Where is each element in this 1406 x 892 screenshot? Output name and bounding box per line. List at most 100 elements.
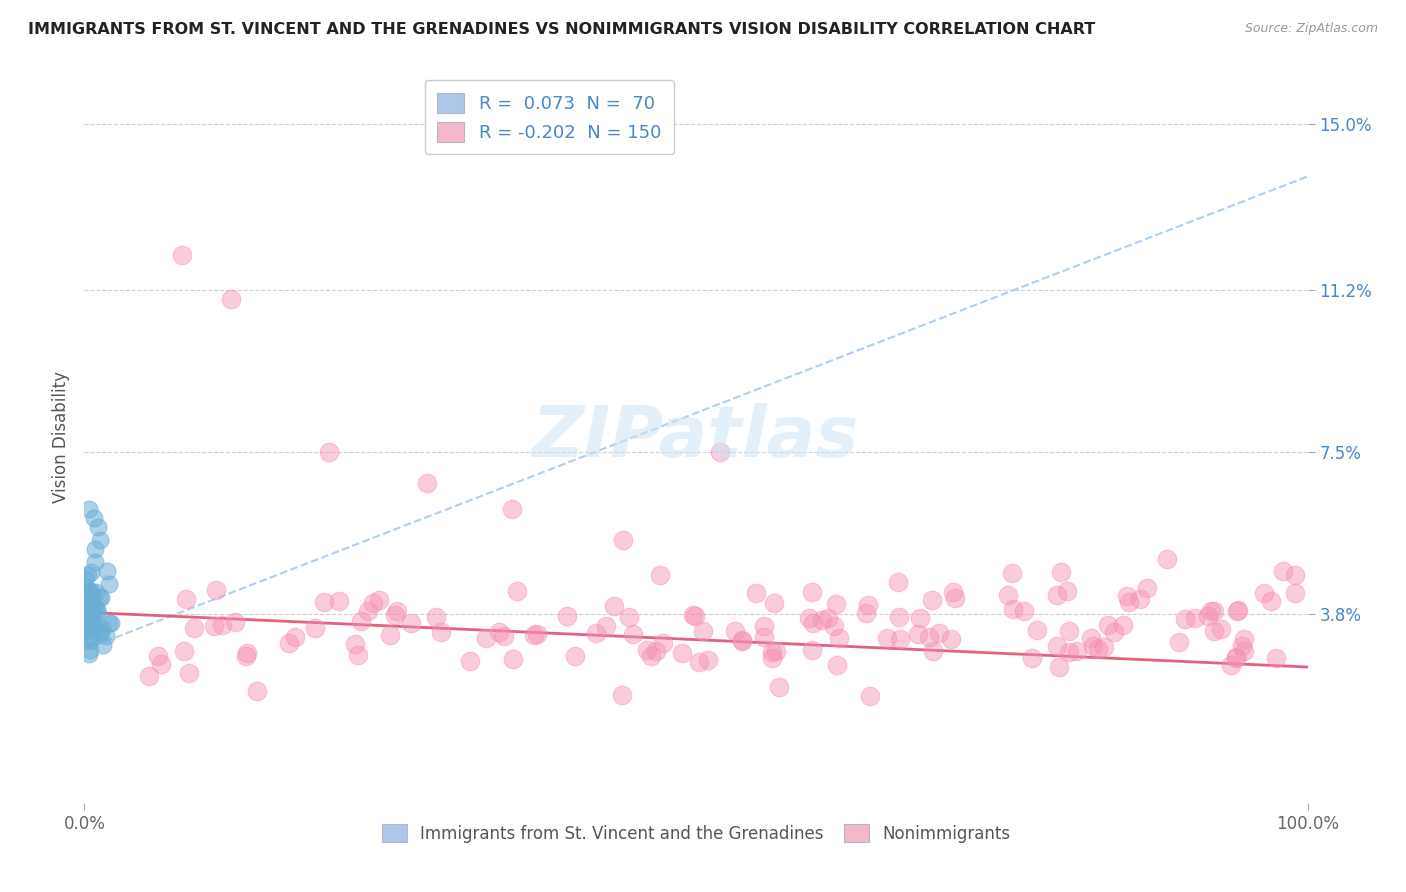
Point bbox=[363, 596, 385, 610]
Point bbox=[80, 611, 103, 625]
Point bbox=[1046, 639, 1069, 653]
Point bbox=[304, 621, 326, 635]
Point bbox=[1225, 604, 1247, 618]
Point bbox=[612, 533, 634, 547]
Point bbox=[76, 568, 98, 582]
Point bbox=[1199, 604, 1222, 618]
Point bbox=[80, 602, 103, 616]
Point bbox=[76, 600, 98, 615]
Point bbox=[1284, 568, 1306, 582]
Point bbox=[83, 624, 105, 639]
Point bbox=[75, 580, 97, 594]
Point bbox=[79, 584, 101, 599]
Point bbox=[77, 588, 100, 602]
Point bbox=[1097, 618, 1119, 632]
Point bbox=[98, 615, 121, 630]
Point bbox=[173, 644, 195, 658]
Point bbox=[856, 598, 879, 612]
Point bbox=[1136, 581, 1159, 595]
Point bbox=[688, 655, 710, 669]
Point bbox=[384, 607, 406, 622]
Point bbox=[1226, 603, 1249, 617]
Point bbox=[77, 603, 100, 617]
Point bbox=[811, 613, 834, 627]
Point bbox=[219, 292, 242, 306]
Point bbox=[318, 445, 340, 459]
Point bbox=[76, 614, 98, 628]
Point bbox=[761, 645, 783, 659]
Point bbox=[636, 643, 658, 657]
Point bbox=[640, 648, 662, 663]
Point bbox=[183, 621, 205, 635]
Point bbox=[800, 643, 823, 657]
Point bbox=[89, 533, 111, 547]
Point bbox=[245, 684, 267, 698]
Point bbox=[73, 571, 96, 585]
Point bbox=[347, 648, 370, 663]
Point bbox=[75, 603, 97, 617]
Point bbox=[76, 592, 98, 607]
Point bbox=[650, 567, 672, 582]
Point bbox=[79, 643, 101, 657]
Point bbox=[1021, 651, 1043, 665]
Point bbox=[1026, 624, 1049, 638]
Point bbox=[1092, 640, 1115, 655]
Point bbox=[90, 621, 112, 635]
Point bbox=[235, 648, 257, 663]
Point bbox=[86, 603, 108, 617]
Point bbox=[506, 584, 529, 599]
Point bbox=[1211, 622, 1233, 636]
Point bbox=[1102, 625, 1125, 640]
Point bbox=[91, 638, 114, 652]
Point bbox=[652, 636, 675, 650]
Point bbox=[98, 576, 121, 591]
Point bbox=[79, 631, 101, 645]
Point bbox=[997, 588, 1019, 602]
Point bbox=[943, 591, 966, 605]
Y-axis label: Vision Disability: Vision Disability bbox=[52, 371, 70, 503]
Point bbox=[942, 585, 965, 599]
Point bbox=[94, 629, 117, 643]
Point bbox=[87, 520, 110, 534]
Point bbox=[752, 630, 775, 644]
Point bbox=[1050, 565, 1073, 579]
Point bbox=[380, 627, 402, 641]
Point bbox=[1129, 591, 1152, 606]
Point bbox=[1156, 552, 1178, 566]
Point bbox=[77, 630, 100, 644]
Point bbox=[617, 609, 640, 624]
Point bbox=[368, 593, 391, 607]
Point bbox=[768, 680, 790, 694]
Point bbox=[603, 599, 626, 614]
Point bbox=[1253, 586, 1275, 600]
Point bbox=[595, 618, 617, 632]
Point bbox=[1184, 611, 1206, 625]
Point bbox=[79, 599, 101, 614]
Point bbox=[763, 596, 786, 610]
Point bbox=[277, 636, 299, 650]
Point bbox=[425, 610, 447, 624]
Point bbox=[82, 595, 104, 609]
Point bbox=[859, 690, 882, 704]
Point bbox=[83, 511, 105, 525]
Point bbox=[817, 610, 839, 624]
Point bbox=[644, 644, 666, 658]
Point bbox=[1046, 587, 1069, 601]
Point bbox=[801, 615, 824, 630]
Point bbox=[174, 591, 197, 606]
Point bbox=[177, 666, 200, 681]
Point bbox=[724, 624, 747, 638]
Point bbox=[1202, 604, 1225, 618]
Point bbox=[1230, 639, 1253, 653]
Text: IMMIGRANTS FROM ST. VINCENT AND THE GRENADINES VS NONIMMIGRANTS VISION DISABILIT: IMMIGRANTS FROM ST. VINCENT AND THE GREN… bbox=[28, 22, 1095, 37]
Point bbox=[75, 585, 97, 599]
Point bbox=[357, 604, 380, 618]
Point bbox=[77, 583, 100, 598]
Point bbox=[824, 597, 846, 611]
Point bbox=[799, 611, 821, 625]
Point bbox=[89, 591, 111, 606]
Point bbox=[907, 626, 929, 640]
Point bbox=[75, 612, 97, 626]
Point bbox=[1047, 660, 1070, 674]
Point bbox=[77, 604, 100, 618]
